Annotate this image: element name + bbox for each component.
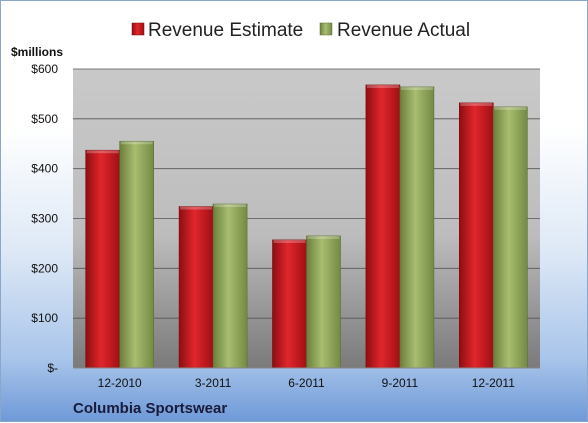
x-tick-label: 9-2011: [382, 376, 419, 390]
y-tick-label: $100: [31, 311, 58, 325]
x-tick-label: 6-2011: [288, 376, 325, 390]
y-tick-label: $400: [31, 162, 58, 176]
x-tick-label: 12-2010: [98, 376, 142, 390]
bars: [85, 84, 528, 369]
bar-estimate-highlight: [86, 150, 119, 154]
legend-swatch-actual: [319, 22, 333, 36]
y-axis-ticks: $- $100 $200 $300 $400 $500 $600: [31, 62, 58, 375]
bar-estimate: [458, 102, 494, 369]
bar-actual-highlight: [400, 86, 433, 90]
bar-estimate-highlight: [460, 102, 493, 106]
legend-label-actual: Revenue Actual: [337, 20, 470, 41]
bar-actual: [492, 106, 528, 369]
bar-estimate: [178, 206, 214, 369]
bar-actual: [212, 203, 248, 369]
x-axis-ticks: 12-2010 3-2011 6-2011 9-2011 12-2011: [98, 376, 516, 390]
y-tick-label: $300: [31, 212, 58, 226]
y-axis-unit-label: $millions: [11, 45, 63, 59]
bar-estimate-highlight: [273, 239, 306, 243]
bar-actual-highlight: [494, 106, 527, 110]
bar-actual: [119, 140, 154, 369]
bar-estimate-highlight: [180, 206, 213, 210]
legend: Revenue Estimate Revenue Actual: [131, 20, 470, 41]
legend-label-estimate: Revenue Estimate: [148, 20, 303, 41]
bar-estimate-highlight: [366, 84, 399, 88]
company-name: Columbia Sportswear: [73, 400, 227, 417]
bar-actual-highlight: [120, 141, 153, 145]
bar-estimate: [365, 84, 401, 369]
bar-estimate: [272, 239, 307, 369]
bar-actual: [399, 86, 435, 369]
y-tick-label: $500: [31, 112, 58, 126]
legend-swatch-estimate: [131, 22, 145, 36]
x-tick-label: 12-2011: [472, 376, 515, 390]
y-tick-label: $-: [47, 361, 58, 375]
bar-actual-highlight: [214, 204, 247, 208]
y-tick-label: $600: [31, 62, 58, 76]
bar-actual-highlight: [307, 235, 340, 239]
x-tick-label: 3-2011: [195, 376, 232, 390]
y-tick-label: $200: [31, 261, 58, 275]
bar-actual: [306, 235, 341, 369]
bar-estimate: [85, 149, 120, 369]
